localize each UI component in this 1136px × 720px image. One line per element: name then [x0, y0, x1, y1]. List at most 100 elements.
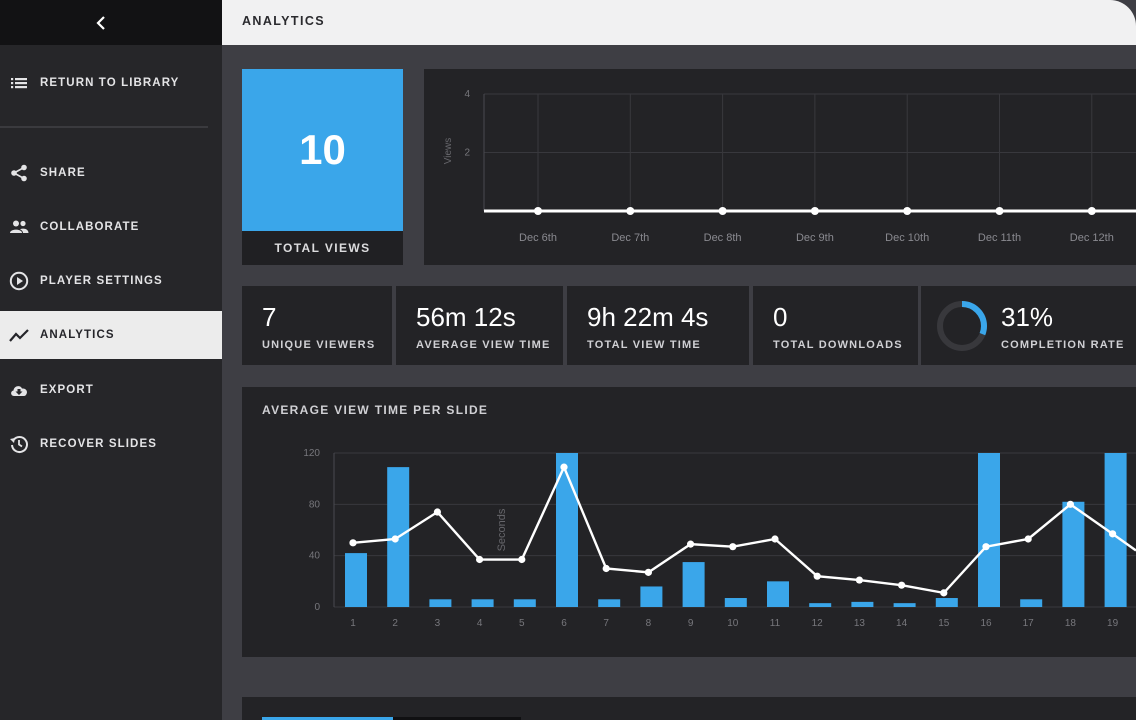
- data-point: [718, 207, 727, 215]
- data-point: [534, 207, 542, 215]
- x-tick-label: Dec 8th: [704, 232, 742, 244]
- data-point: [391, 535, 399, 543]
- total-views-box: 10: [242, 69, 403, 231]
- x-tick-label: Dec 9th: [796, 232, 834, 244]
- data-point: [855, 576, 864, 584]
- x-tick-label: 18: [1065, 618, 1077, 629]
- y-axis-label: Seconds: [496, 508, 508, 551]
- sidebar-item-return-to-library[interactable]: RETURN TO LIBRARY: [0, 59, 222, 107]
- stat-label: UNIQUE VIEWERS: [262, 339, 376, 351]
- y-tick-label: 4: [464, 89, 470, 100]
- sidebar-item-recover-slides[interactable]: RECOVER SLIDES: [0, 420, 222, 468]
- list-icon: [8, 72, 30, 94]
- stat-label: AVERAGE VIEW TIME: [416, 339, 551, 351]
- history-icon: [8, 433, 30, 455]
- bar: [978, 453, 1000, 607]
- y-tick-label: 40: [309, 551, 321, 562]
- x-tick-label: 14: [896, 618, 908, 629]
- x-tick-label: 2: [392, 618, 398, 629]
- stat-average-view-time: 56m 12s AVERAGE VIEW TIME: [396, 286, 563, 365]
- x-tick-label: 8: [646, 618, 652, 629]
- chart-title: AVERAGE VIEW TIME PER SLIDE: [262, 403, 489, 417]
- total-views-value: 10: [299, 126, 346, 173]
- y-tick-label: 0: [314, 602, 320, 613]
- data-point: [903, 207, 912, 215]
- x-tick-label: 1: [350, 618, 356, 629]
- data-point: [1087, 207, 1096, 215]
- bar: [893, 603, 916, 607]
- sidebar-item-label: PLAYER SETTINGS: [40, 275, 163, 287]
- stat-label: COMPLETION RATE: [1001, 339, 1125, 351]
- y-tick-label: 120: [303, 448, 320, 459]
- data-point: [1024, 535, 1032, 543]
- page-title: ANALYTICS: [242, 14, 325, 28]
- x-tick-label: Dec 11th: [978, 232, 1021, 244]
- x-tick-label: 7: [603, 618, 609, 629]
- data-point: [771, 535, 779, 543]
- completion-ring: [937, 301, 987, 351]
- x-tick-label: Dec 6th: [519, 232, 557, 244]
- x-tick-label: Dec 12th: [1070, 232, 1114, 244]
- play-circle-icon: [8, 270, 30, 292]
- data-point: [940, 589, 948, 597]
- people-icon: [8, 216, 30, 238]
- x-tick-label: Dec 10th: [885, 232, 929, 244]
- bar: [471, 599, 494, 607]
- bar: [345, 553, 367, 607]
- bar: [724, 598, 747, 607]
- bottom-tab-active[interactable]: [262, 717, 393, 720]
- data-point: [433, 508, 441, 516]
- sidebar-item-share[interactable]: SHARE: [0, 149, 222, 197]
- x-tick-label: 13: [854, 618, 866, 629]
- data-point: [626, 207, 635, 215]
- stat-value: 56m 12s: [416, 302, 516, 332]
- stat-total-view-time: 9h 22m 4s TOTAL VIEW TIME: [567, 286, 749, 365]
- data-point: [349, 539, 357, 547]
- bar: [767, 581, 789, 607]
- x-tick-label: 11: [770, 618, 781, 629]
- completion-ring-fill: [937, 301, 987, 351]
- sidebar-item-label: ANALYTICS: [40, 329, 115, 341]
- stat-value: 31%: [1001, 302, 1054, 332]
- bar: [851, 601, 874, 607]
- sidebar-item-label: RECOVER SLIDES: [40, 438, 158, 450]
- sidebar-item-label: RETURN TO LIBRARY: [40, 77, 180, 89]
- x-tick-label: 9: [688, 618, 694, 629]
- bar: [682, 562, 705, 607]
- bottom-tab[interactable]: [393, 717, 521, 720]
- x-tick-label: 3: [435, 618, 441, 629]
- y-axis-label: Views: [443, 138, 454, 165]
- data-point: [518, 555, 526, 564]
- data-point: [813, 572, 821, 580]
- data-point: [476, 555, 484, 564]
- stat-completion-rate: 31% COMPLETION RATE: [921, 286, 1136, 365]
- x-tick-label: 4: [477, 618, 483, 629]
- bar: [1020, 599, 1043, 607]
- sidebar: RETURN TO LIBRARY SHARE COLLABORATE PLAY…: [0, 0, 222, 720]
- stat-unique-viewers: 7 UNIQUE VIEWERS: [242, 286, 392, 365]
- bar: [429, 599, 452, 607]
- views-chart-svg: 2 4 Views Dec 6th Dec 7th Dec 8th Dec 9th Dec 1…: [443, 89, 1136, 244]
- sidebar-item-label: EXPORT: [40, 384, 94, 396]
- stat-label: TOTAL DOWNLOADS: [773, 339, 903, 351]
- data-point: [560, 463, 568, 471]
- sidebar-item-analytics[interactable]: ANALYTICS: [0, 311, 222, 359]
- sidebar-item-export[interactable]: EXPORT: [0, 366, 222, 414]
- header-bar: ANALYTICS: [222, 0, 1136, 45]
- sidebar-item-label: COLLABORATE: [40, 221, 140, 233]
- trend-icon: [8, 324, 30, 346]
- chevron-left-icon: [96, 15, 105, 30]
- x-tick-label: 15: [938, 618, 950, 629]
- data-point: [644, 568, 652, 576]
- back-button[interactable]: [0, 0, 222, 45]
- data-point: [729, 543, 737, 551]
- sidebar-item-player-settings[interactable]: PLAYER SETTINGS: [0, 257, 222, 305]
- x-tick-label: 16: [980, 618, 992, 629]
- bottom-panel: [242, 697, 1136, 720]
- x-tick-label: Dec 7th: [611, 232, 649, 244]
- x-tick-label: 6: [561, 618, 567, 629]
- data-point: [995, 207, 1004, 215]
- sidebar-item-collaborate[interactable]: COLLABORATE: [0, 203, 222, 251]
- cloud-download-icon: [8, 379, 30, 401]
- stat-value: 7: [262, 302, 277, 332]
